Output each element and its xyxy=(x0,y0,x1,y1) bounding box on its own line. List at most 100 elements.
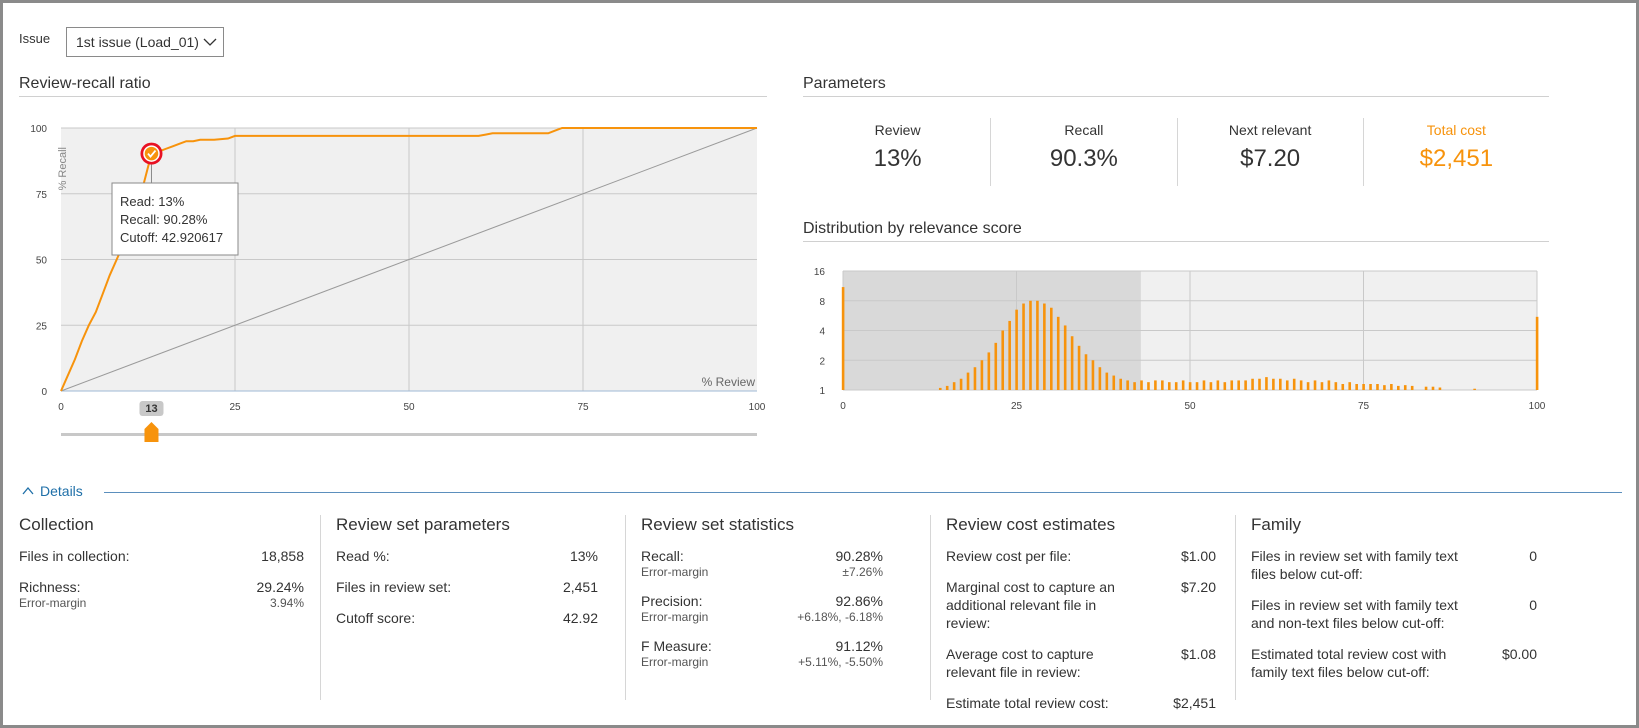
x-tick-label: 0 xyxy=(58,402,64,413)
histogram-bar xyxy=(1216,380,1220,390)
details-toggle[interactable]: Details xyxy=(22,483,83,499)
cutoff-marker[interactable] xyxy=(140,142,163,183)
detail-sub-value: ±7.26% xyxy=(842,565,883,579)
histogram-bar xyxy=(1112,375,1116,390)
details-column-review-cost-estimates: Review cost estimates Review cost per fil… xyxy=(946,515,1216,711)
slider-track[interactable] xyxy=(61,433,757,436)
histogram-bar xyxy=(1098,367,1102,390)
detail-value: $0.00 xyxy=(1501,646,1537,662)
column-title: Review set statistics xyxy=(641,515,795,534)
detail-value: 92.86% xyxy=(835,593,883,609)
histogram-bar xyxy=(1133,382,1136,390)
slider-handle[interactable] xyxy=(144,422,159,442)
histogram-bar xyxy=(1258,378,1261,390)
detail-key: Estimated total review cost with family … xyxy=(1251,646,1447,680)
detail-key: Review cost per file: xyxy=(946,548,1072,564)
recall-curve xyxy=(60,127,757,392)
detail-value: $1.00 xyxy=(1180,548,1216,564)
histogram-bar xyxy=(1403,385,1407,390)
detail-row: Average cost to capture relevant file in… xyxy=(946,645,1216,681)
detail-sub-key: Error-margin xyxy=(641,610,709,624)
detail-row: Review cost per file: $1.00 xyxy=(946,547,1216,565)
detail-sub-value: 3.94% xyxy=(269,596,304,610)
histogram-bar xyxy=(1167,382,1171,390)
detail-row: Files in review set: 2,451 xyxy=(336,578,598,596)
issue-dropdown[interactable]: 1st issue (Load_01) xyxy=(66,27,224,57)
y-tick-label: 0 xyxy=(41,387,47,398)
detail-value: 42.92 xyxy=(562,610,598,626)
histogram-bar xyxy=(1195,382,1199,390)
parameters-panel: Review 13% Recall 90.3% Next relevant $7… xyxy=(805,118,1549,186)
slider-value-label: 13 xyxy=(145,403,157,415)
x-tick-label: 50 xyxy=(1184,401,1196,412)
distribution-title: Distribution by relevance score xyxy=(803,220,1022,237)
detail-value: $2,451 xyxy=(1173,695,1216,711)
histogram-bar xyxy=(1362,384,1365,390)
histogram-bar xyxy=(938,387,942,390)
detail-sub-value: +6.18%, -6.18% xyxy=(797,610,883,624)
param-value: 13% xyxy=(873,145,922,172)
detail-key: Files in collection: xyxy=(19,548,130,564)
details-column-review-set-parameters: Review set parameters Read %: 13% Files in … xyxy=(336,515,598,700)
histogram-bar xyxy=(1306,382,1310,390)
histogram-bar xyxy=(1063,325,1067,390)
histogram-bar xyxy=(1147,382,1150,390)
histogram-bar xyxy=(1313,380,1317,390)
histogram-bar xyxy=(1355,384,1358,390)
histogram-bar xyxy=(1320,382,1324,390)
y-tick-label: 1 xyxy=(819,386,825,397)
details-divider xyxy=(104,492,1622,493)
detail-key: Cutoff score: xyxy=(336,610,416,626)
chevron-up-icon xyxy=(22,486,34,495)
tooltip: Read: 13% Recall: 90.28% Cutoff: 42.9206… xyxy=(111,182,239,256)
x-tick-label: 50 xyxy=(403,402,415,413)
detail-sub-key: Error-margin xyxy=(19,596,87,610)
param-label: Total cost xyxy=(1426,122,1486,138)
marker-inner[interactable] xyxy=(143,145,160,162)
detail-sub-key: Error-margin xyxy=(641,655,709,669)
x-tick-label: 75 xyxy=(577,402,589,413)
divider xyxy=(19,96,767,97)
histogram-bar xyxy=(1535,316,1539,390)
histogram-bar xyxy=(1084,354,1088,390)
histogram-bar xyxy=(1105,372,1109,390)
chevron-down-icon xyxy=(203,38,217,46)
y-tick-label: 25 xyxy=(36,321,48,332)
review-slider[interactable]: 13 xyxy=(61,401,757,442)
distribution-chart: 0 25 50 75 100 1 2 4 8 16 xyxy=(814,267,1546,412)
y-axis-label: % Recall xyxy=(57,147,69,190)
y-tick-label: 8 xyxy=(819,297,825,308)
histogram-bar xyxy=(1299,380,1303,390)
histogram-bar xyxy=(1202,380,1206,390)
histogram-bar xyxy=(1244,380,1247,390)
histogram-bar xyxy=(959,378,963,390)
histogram-bar xyxy=(1473,388,1476,390)
column-title: Review set parameters xyxy=(336,515,510,534)
histogram-bar xyxy=(1397,385,1400,390)
y-tick-label: 50 xyxy=(36,256,48,267)
histogram-bar xyxy=(1119,378,1122,390)
detail-value: $7.20 xyxy=(1180,579,1216,595)
histogram-bar xyxy=(1029,300,1032,390)
bars-group xyxy=(841,287,1539,390)
histogram-bar xyxy=(952,382,956,390)
detail-row: Estimate total review cost: $2,451 xyxy=(946,694,1216,712)
histogram-bar xyxy=(945,385,949,390)
divider xyxy=(803,241,1549,242)
column-title: Review cost estimates xyxy=(946,515,1116,534)
param-next-relevant: Next relevant $7.20 xyxy=(1178,118,1364,186)
y-tick-label: 4 xyxy=(819,327,825,338)
histogram-bar xyxy=(1154,380,1157,390)
histogram-bar xyxy=(1070,336,1074,390)
param-review: Review 13% xyxy=(805,118,992,186)
x-tick-label: 100 xyxy=(749,402,766,413)
detail-row: Recall: 90.28% Error-margin ±7.26% xyxy=(641,547,883,579)
series-group xyxy=(60,127,758,392)
x-tick-label: 25 xyxy=(1011,401,1023,412)
x-tick-label: 75 xyxy=(1358,401,1370,412)
detail-sub-value: +5.11%, -5.50% xyxy=(798,655,883,669)
column-divider xyxy=(320,515,321,700)
issue-dropdown-value: 1st issue (Load_01) xyxy=(76,34,199,50)
detail-value: 2,451 xyxy=(562,579,598,595)
